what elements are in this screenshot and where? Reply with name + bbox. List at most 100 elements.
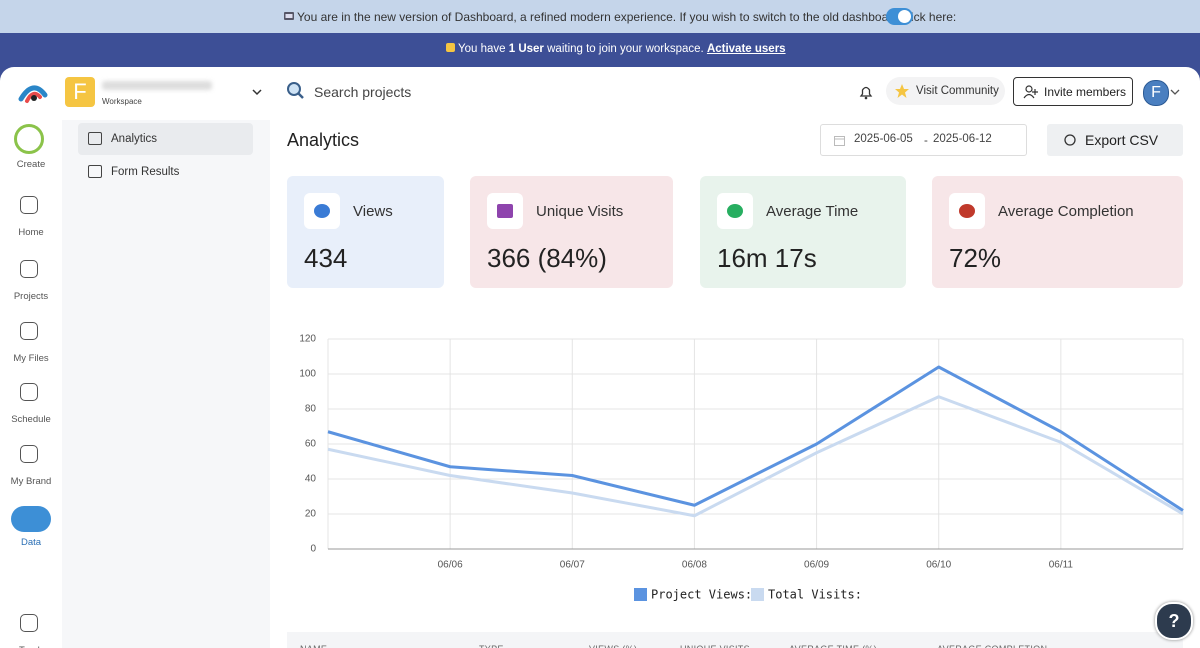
- page-title: Analytics: [287, 130, 360, 150]
- visit-community[interactable]: Visit Community: [886, 77, 1005, 105]
- nav-label: Create: [16, 159, 46, 170]
- nav-label: Data: [20, 537, 42, 548]
- card-icon-glyph: [959, 204, 975, 218]
- nav-label: My Brand: [10, 476, 52, 487]
- table-header: NAME TYPE VIEWS (%) UNIQUE VISITS AVERAGE TI…: [287, 632, 1183, 648]
- card-value: 16m 17s: [717, 243, 817, 273]
- card-icon: [487, 193, 523, 229]
- app: Create Home Projects My Files Schedule My Bra…: [0, 67, 1200, 648]
- logo: [18, 85, 48, 103]
- nav-item[interactable]: Create: [0, 124, 62, 176]
- card-value: 366 (84%): [487, 243, 607, 273]
- invite-icon: [446, 43, 455, 52]
- sub-nav-icon: [88, 132, 102, 145]
- nav-item[interactable]: My Files: [0, 320, 62, 372]
- y-tick-label: 120: [299, 334, 316, 345]
- y-tick-label: 80: [305, 404, 317, 415]
- nav-icon: [20, 445, 38, 463]
- card-icon: [949, 193, 985, 229]
- column-header: TYPE: [479, 644, 504, 648]
- stat-card: Average Time 16m 17s: [700, 176, 906, 288]
- invite-label: Invite members: [1044, 85, 1127, 99]
- bell-icon[interactable]: [858, 84, 874, 100]
- card-value: 434: [304, 243, 348, 273]
- nav-label: Projects: [13, 291, 49, 302]
- nav-label: Home: [18, 227, 44, 238]
- x-tick-label: 06/10: [926, 560, 951, 571]
- version-banner: You are in the new version of Dashboard,…: [0, 0, 1200, 33]
- nav-icon: [20, 383, 38, 401]
- column-header: VIEWS (%): [589, 644, 637, 648]
- legend-label: Total Visits:: [768, 588, 862, 602]
- nav-item[interactable]: My Brand: [0, 443, 62, 495]
- x-tick-label: 06/11: [1049, 560, 1074, 571]
- user-dropdown[interactable]: [1170, 87, 1180, 97]
- invite-prefix: You have: [458, 43, 506, 55]
- search-icon: [287, 82, 304, 99]
- search-input[interactable]: Search projects: [314, 84, 412, 100]
- date-range[interactable]: 2025-06-05 - 2025-06-12: [820, 124, 1027, 156]
- y-tick-label: 20: [305, 509, 317, 520]
- workspace-avatar: F: [65, 77, 95, 107]
- card-label: Average Completion: [998, 203, 1134, 220]
- nav-item[interactable]: Schedule: [0, 381, 62, 433]
- invite-count: 1 User: [508, 43, 544, 55]
- series-line: [327, 365, 1184, 512]
- x-tick-label: 06/06: [438, 560, 463, 571]
- legend-label: Project Views:: [651, 588, 752, 602]
- export-csv[interactable]: Export CSV: [1047, 124, 1183, 156]
- sub-nav-item[interactable]: Form Results: [78, 156, 253, 188]
- date-separator: -: [924, 135, 928, 147]
- help-button[interactable]: ?: [1155, 602, 1193, 640]
- x-tick-label: 06/08: [682, 560, 707, 571]
- nav-item[interactable]: Home: [0, 194, 62, 246]
- sub-sidebar: [62, 120, 270, 648]
- stat-card: Average Completion 72%: [932, 176, 1183, 288]
- nav-icon: [20, 260, 38, 278]
- nav-label: Trash: [0, 645, 62, 648]
- card-label: Views: [353, 203, 393, 220]
- nav-icon: [20, 196, 38, 214]
- line-chart: 0 20 40 60 80 100 120 06/06 06/07 06/08 06/09 06/10…: [299, 334, 1184, 602]
- date-from: 2025-06-05: [854, 133, 913, 145]
- nav-icon: [14, 124, 44, 154]
- y-tick-label: 40: [305, 474, 317, 485]
- sub-nav-label: Form Results: [111, 166, 180, 178]
- card-icon: [304, 193, 340, 229]
- card-icon-glyph: [497, 204, 513, 218]
- activate-link[interactable]: Activate users: [706, 43, 786, 55]
- stat-card: Views 434: [287, 176, 444, 288]
- workspace-label: Workspace: [102, 97, 142, 106]
- nav-icon: [20, 614, 38, 632]
- nav-icon: [11, 506, 51, 532]
- toggle[interactable]: [886, 8, 913, 25]
- invite-banner: You have 1 User waiting to join your wor…: [0, 33, 1200, 67]
- nav-icon: [20, 322, 38, 340]
- banner-text: You are in the new version of Dashboard,…: [297, 10, 957, 24]
- nav-label: My Files: [13, 353, 49, 364]
- community-label: Visit Community: [916, 85, 999, 97]
- banner-icon: [284, 12, 294, 20]
- card-value: 72%: [949, 243, 1002, 273]
- y-tick-label: 0: [310, 544, 316, 555]
- nav-item[interactable]: Projects: [0, 258, 62, 310]
- card-icon-glyph: [314, 204, 330, 218]
- user-avatar[interactable]: F: [1143, 80, 1169, 106]
- nav-label: Schedule: [11, 414, 51, 425]
- export-label: Export CSV: [1085, 132, 1159, 148]
- invite-suffix: waiting to join your workspace.: [547, 43, 704, 55]
- invite-members[interactable]: Invite members: [1013, 77, 1133, 106]
- card-icon-glyph: [727, 204, 743, 218]
- sub-nav-label: Analytics: [111, 133, 158, 145]
- stat-card: Unique Visits 366 (84%): [470, 176, 673, 288]
- nav-item[interactable]: Data: [0, 504, 62, 556]
- column-header: UNIQUE VISITS: [680, 644, 750, 648]
- column-header: AVERAGE COMPLETION: [937, 644, 1047, 648]
- sub-nav-item[interactable]: Analytics: [78, 123, 253, 155]
- y-tick-label: 60: [305, 439, 317, 450]
- nav-item[interactable]: Trash: [0, 612, 62, 648]
- x-tick-label: 06/09: [804, 560, 829, 571]
- card-icon: [717, 193, 753, 229]
- workspace-dropdown[interactable]: [251, 87, 263, 97]
